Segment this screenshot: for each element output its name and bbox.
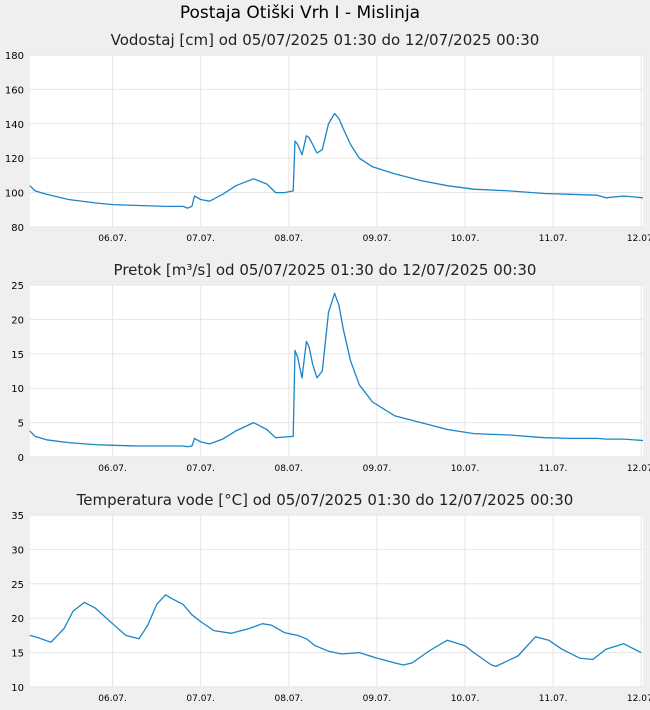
y-tick-label: 15 bbox=[11, 649, 24, 660]
y-tick-label: 20 bbox=[11, 315, 24, 326]
plot-area-water-level bbox=[30, 55, 643, 227]
y-tick-label: 5 bbox=[18, 419, 24, 430]
plot-area-water-temperature bbox=[30, 515, 643, 687]
y-tick-label: 30 bbox=[11, 545, 24, 556]
page-title: Postaja Otiški Vrh I - Mislinja bbox=[179, 3, 421, 23]
x-tick-label: 10.07. bbox=[451, 234, 480, 244]
y-tick-label: 80 bbox=[11, 223, 24, 234]
x-tick-label: 09.07. bbox=[363, 234, 392, 244]
x-tick-label: 11.07. bbox=[539, 234, 568, 244]
y-tick-label: 160 bbox=[5, 85, 24, 96]
x-tick-label: 11.07. bbox=[539, 464, 568, 474]
x-tick-label: 12.07. bbox=[627, 694, 650, 704]
x-tick-label: 06.07. bbox=[98, 464, 127, 474]
chart-title-water-level: Vodostaj [cm] od 05/07/2025 01:30 do 12/… bbox=[110, 31, 540, 49]
x-tick-label: 12.07. bbox=[627, 234, 650, 244]
x-tick-label: 07.07. bbox=[186, 234, 215, 244]
x-tick-label: 07.07. bbox=[186, 464, 215, 474]
x-tick-label: 09.07. bbox=[363, 464, 392, 474]
series-line-water-level bbox=[29, 112, 644, 209]
x-tick-label: 09.07. bbox=[363, 694, 392, 704]
y-tick-label: 0 bbox=[18, 453, 24, 464]
x-tick-label: 10.07. bbox=[451, 464, 480, 474]
chart-title-water-temperature: Temperatura vode [°C] od 05/07/2025 01:3… bbox=[76, 491, 574, 509]
x-tick-label: 06.07. bbox=[98, 234, 127, 244]
x-tick-label: 06.07. bbox=[98, 694, 127, 704]
plot-area-discharge bbox=[30, 285, 643, 457]
series-line-water-temperature bbox=[29, 594, 642, 668]
y-tick-label: 140 bbox=[5, 120, 24, 131]
y-tick-label: 180 bbox=[5, 51, 24, 62]
x-tick-label: 08.07. bbox=[274, 694, 303, 704]
y-tick-label: 25 bbox=[11, 580, 24, 591]
y-tick-label: 20 bbox=[11, 614, 24, 625]
y-tick-label: 10 bbox=[11, 384, 24, 395]
y-tick-label: 25 bbox=[11, 281, 24, 292]
y-tick-label: 35 bbox=[11, 511, 24, 522]
chart-title-discharge: Pretok [m³/s] od 05/07/2025 01:30 do 12/… bbox=[113, 261, 537, 279]
y-tick-label: 100 bbox=[5, 189, 24, 200]
series-line-discharge bbox=[29, 292, 644, 448]
x-tick-label: 11.07. bbox=[539, 694, 568, 704]
y-tick-label: 120 bbox=[5, 154, 24, 165]
x-tick-label: 08.07. bbox=[274, 464, 303, 474]
y-tick-label: 10 bbox=[11, 683, 24, 694]
x-tick-label: 12.07. bbox=[627, 464, 650, 474]
x-tick-label: 08.07. bbox=[274, 234, 303, 244]
x-tick-label: 10.07. bbox=[451, 694, 480, 704]
y-tick-label: 15 bbox=[11, 350, 24, 361]
x-tick-label: 07.07. bbox=[186, 694, 215, 704]
